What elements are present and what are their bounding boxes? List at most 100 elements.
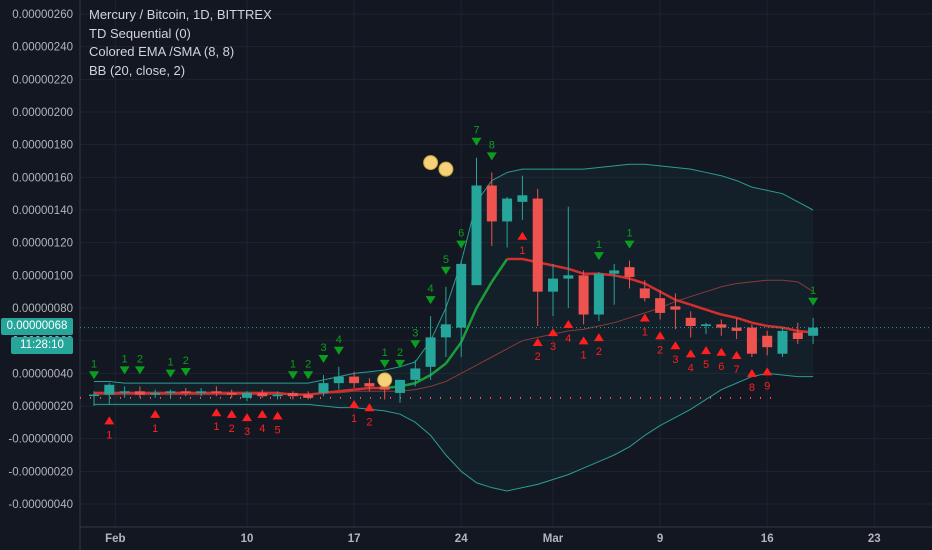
x-tick-label: Feb (105, 533, 125, 545)
td-buy-arrow (226, 409, 237, 418)
candle-body (578, 275, 589, 315)
candle-body (119, 391, 130, 393)
td-buy-count: 3 (550, 341, 556, 353)
td-buy-arrow (716, 347, 727, 356)
candle-body (226, 392, 237, 395)
td-sell-arrow (180, 368, 191, 377)
td-buy-arrow (364, 403, 375, 412)
candle-body (257, 392, 268, 397)
candle-body (746, 327, 757, 354)
td-sell-count: 2 (137, 353, 143, 365)
ema-segment (675, 298, 692, 306)
td-buy-count: 1 (642, 326, 648, 338)
candle-body (150, 392, 161, 395)
x-tick-label: 24 (455, 533, 468, 545)
candle-body (456, 263, 467, 328)
indicator-td-sequential[interactable]: TD Sequential (0) (89, 25, 191, 41)
candle-body (624, 267, 635, 277)
candle-body (333, 376, 344, 384)
td-buy-count: 1 (106, 429, 112, 441)
td-buy-arrow (211, 408, 222, 417)
td-sell-arrow (624, 240, 635, 249)
td-buy-arrow (639, 313, 650, 322)
indicator-ema-sma[interactable]: Colored EMA /SMA (8, 8) (89, 44, 235, 59)
td-buy-arrow (242, 413, 252, 422)
x-tick-label: 16 (761, 533, 774, 545)
ema-segment (782, 326, 799, 333)
td-buy-arrow (578, 336, 589, 345)
candle-body (532, 198, 543, 292)
td-buy-count: 2 (596, 346, 602, 358)
x-tick-label: 23 (868, 533, 881, 545)
y-tick-label: 0.00000040 (12, 368, 73, 380)
td-sell-count: 3 (412, 327, 418, 339)
td-sell-arrow (471, 137, 482, 146)
ema-segment (414, 373, 432, 385)
td-sell-count: 7 (473, 125, 479, 137)
td-buy-count: 7 (734, 364, 740, 376)
td-buy-count: 4 (565, 333, 571, 345)
x-tick-label: Mar (543, 533, 564, 545)
td-buy-count: 1 (519, 245, 525, 257)
ema-segment (429, 362, 447, 376)
indicator-bollinger-bands[interactable]: BB (20, close, 2) (89, 62, 186, 78)
td-buy-arrow (257, 409, 268, 418)
ema-segment (353, 386, 370, 391)
ema-segment (767, 324, 783, 329)
candle-body (593, 273, 604, 315)
ema-segment (736, 316, 753, 324)
td-buy-arrow (731, 351, 742, 360)
ema-segment (338, 388, 355, 393)
candle-body (762, 335, 773, 348)
y-tick-label: 0.00000160 (12, 172, 73, 184)
ema-segment (308, 391, 324, 396)
candle-body (670, 306, 681, 310)
td-sell-count: 3 (320, 342, 326, 354)
candle-body (716, 324, 727, 328)
y-tick-label: 0.00000200 (12, 107, 73, 119)
candle-body (134, 391, 145, 395)
candle-body (303, 394, 314, 398)
candle-body (548, 278, 558, 292)
y-tick-label: 0.00000260 (12, 9, 73, 21)
y-tick-label: 0.00000080 (12, 303, 73, 315)
td-buy-count: 4 (688, 362, 694, 374)
td-sell-count: 1 (596, 239, 602, 251)
ema-segment (444, 341, 463, 365)
candle-body (701, 324, 711, 326)
td-sell-arrow (456, 240, 467, 249)
candle-body (792, 332, 803, 340)
td-sell-count: 1 (810, 285, 816, 297)
ema-segment (552, 264, 569, 271)
candle-body (287, 392, 298, 397)
candle-body (639, 288, 650, 299)
td-buy-arrow (685, 349, 696, 358)
td-buy-count: 1 (581, 349, 587, 361)
candle-body (410, 368, 421, 380)
candle-body (318, 383, 329, 393)
td-buy-count: 2 (366, 416, 372, 428)
td-buy-arrow (670, 341, 681, 350)
candle-countdown: 11:28:10 (11, 337, 73, 354)
td-buy-arrow (517, 231, 528, 240)
td-sell-count: 5 (443, 254, 449, 266)
td-buy-count: 3 (672, 354, 678, 366)
td-sell-count: 1 (91, 358, 97, 370)
ema-segment (490, 258, 509, 283)
y-tick-label: 0.00000240 (12, 42, 73, 54)
candle-body (364, 383, 375, 387)
y-tick-label: 0.00000220 (12, 74, 73, 86)
candle-body (211, 391, 222, 393)
candle-body (471, 185, 482, 286)
candle-body (502, 198, 513, 222)
candle-body (196, 391, 207, 393)
ema-segment (629, 277, 646, 285)
x-tick-label: 9 (657, 533, 663, 545)
td-buy-arrow (593, 333, 604, 342)
td-sell-count: 8 (489, 139, 495, 151)
td-sell-arrow (395, 359, 405, 368)
ema-segment (659, 290, 676, 301)
signal-dot (438, 161, 454, 177)
td-sell-count: 1 (122, 353, 128, 365)
